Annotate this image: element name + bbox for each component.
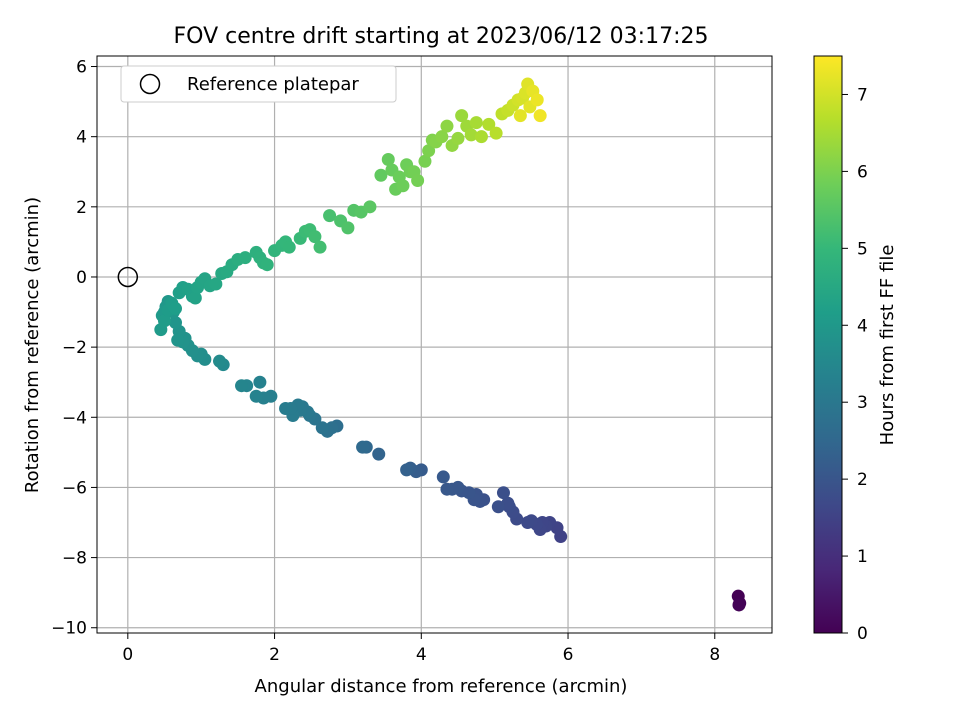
- data-point: [491, 500, 505, 514]
- data-point: [381, 152, 395, 166]
- x-tick-label: 2: [269, 645, 280, 665]
- data-point: [418, 154, 432, 168]
- legend: Reference platepar: [120, 65, 397, 103]
- x-tick-label: 0: [122, 645, 133, 665]
- data-point: [533, 109, 547, 123]
- data-point: [496, 486, 510, 500]
- data-point: [249, 389, 263, 403]
- data-point: [253, 375, 267, 389]
- y-tick-label: 6: [76, 58, 87, 78]
- x-tick-label: 6: [563, 645, 574, 665]
- data-point: [411, 174, 425, 188]
- data-point: [169, 316, 183, 330]
- data-point: [363, 200, 377, 214]
- data-point: [455, 109, 469, 123]
- colorbar-tick-label: 6: [857, 162, 868, 182]
- y-tick-label: 2: [76, 198, 87, 218]
- data-point: [341, 221, 355, 235]
- data-point: [158, 314, 171, 328]
- data-point: [521, 516, 535, 530]
- data-point: [372, 447, 386, 461]
- data-points: [154, 77, 747, 612]
- data-point: [213, 354, 227, 368]
- colorbar-tick-label: 3: [857, 393, 868, 413]
- legend-reference-icon: [139, 73, 161, 95]
- reference-platepar-marker: [117, 266, 139, 288]
- y-tick-label: 4: [76, 128, 87, 148]
- colorbar-gradient: [813, 55, 843, 634]
- colorbar-tick-label: 5: [857, 239, 868, 259]
- legend-box: [120, 65, 397, 103]
- data-point: [440, 119, 454, 133]
- colorbar-tick-label: 0: [857, 624, 868, 644]
- data-point: [171, 333, 185, 347]
- legend-entry-reference: Reference platepar: [187, 74, 359, 95]
- colorbar-tick-label: 1: [857, 547, 868, 567]
- data-point: [530, 93, 544, 107]
- y-tick-label: −6: [62, 478, 87, 498]
- x-axis-ticks: 0 2 4 6 8: [122, 633, 720, 665]
- data-point: [169, 302, 183, 316]
- y-tick-label: −4: [62, 408, 87, 428]
- data-point: [435, 130, 449, 144]
- data-point: [209, 277, 223, 291]
- data-point: [279, 402, 293, 416]
- x-axis-label: Angular distance from reference (arcmin): [255, 676, 628, 697]
- plot-area-frame: [96, 55, 773, 634]
- data-point: [260, 258, 274, 272]
- data-point: [313, 240, 327, 254]
- data-point: [732, 598, 746, 612]
- colorbar-tick-label: 4: [857, 316, 868, 336]
- chart-title: FOV centre drift starting at 2023/06/12 …: [174, 24, 709, 49]
- data-point: [451, 131, 465, 145]
- data-point: [469, 116, 483, 130]
- y-axis-ticks: −10 −8 −6 −4 −2 0 2 4 6: [51, 58, 97, 639]
- colorbar-ticks: 0 1 2 3 4 5 6 7: [842, 85, 868, 644]
- data-point: [374, 168, 388, 182]
- data-point: [474, 130, 488, 144]
- data-point: [315, 421, 329, 435]
- data-point: [188, 291, 202, 305]
- colorbar-tick-label: 2: [857, 470, 868, 490]
- data-point: [422, 144, 436, 158]
- data-point: [440, 482, 454, 496]
- y-tick-label: −8: [62, 549, 87, 569]
- y-tick-label: −10: [51, 619, 87, 639]
- data-point: [513, 109, 527, 123]
- y-tick-label: 0: [76, 268, 87, 288]
- x-tick-label: 4: [416, 645, 427, 665]
- data-point: [282, 240, 296, 254]
- y-tick-label: −2: [62, 338, 87, 358]
- colorbar-tick-label: 7: [857, 85, 868, 105]
- colorbar-label: Hours from first FF file: [877, 245, 898, 446]
- data-point: [482, 117, 496, 131]
- data-point: [464, 128, 478, 142]
- data-point: [238, 251, 252, 265]
- data-point: [323, 209, 337, 223]
- data-point: [308, 230, 322, 244]
- data-point: [356, 440, 370, 454]
- data-point: [396, 179, 410, 193]
- data-point: [489, 126, 503, 140]
- x-tick-label: 8: [709, 645, 720, 665]
- data-point: [400, 463, 414, 477]
- y-axis-label: Rotation from reference (arcmin): [22, 197, 43, 493]
- colorbar: 0 1 2 3 4 5 6 7 Hours from first FF file: [813, 55, 898, 644]
- data-point: [436, 470, 450, 484]
- data-point: [235, 379, 249, 393]
